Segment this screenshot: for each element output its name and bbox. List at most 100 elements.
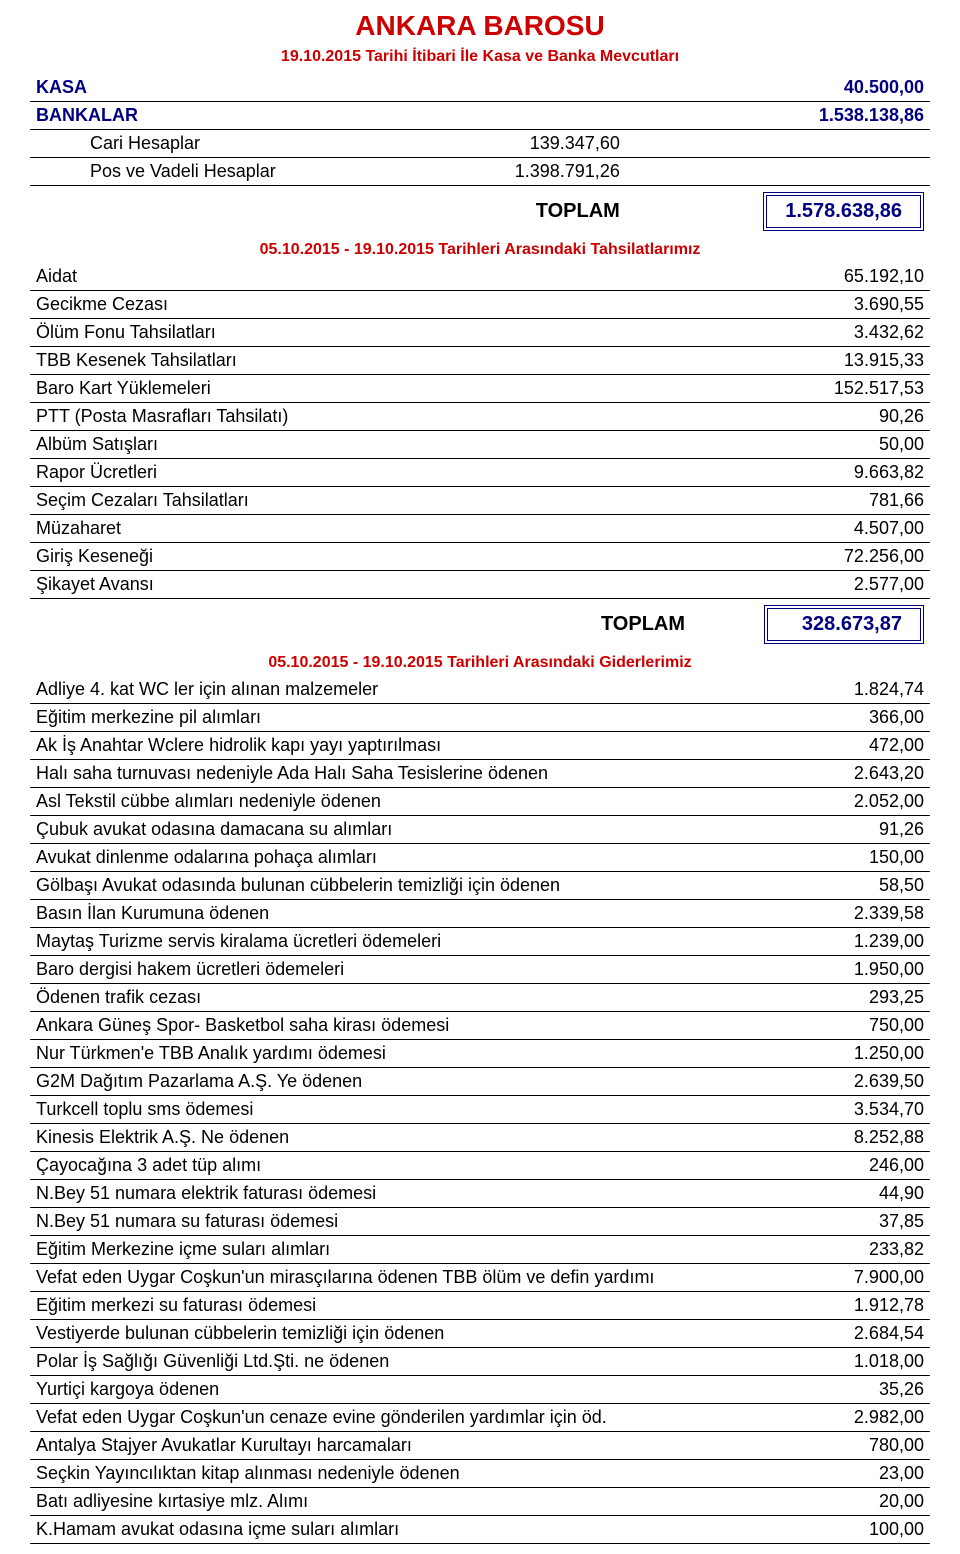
row-label: Nur Türkmen'e TBB Analık yardımı ödemesi bbox=[30, 1040, 826, 1068]
row-value: 2.639,50 bbox=[826, 1068, 930, 1096]
row-label: Batı adliyesine kırtasiye mlz. Alımı bbox=[30, 1488, 826, 1516]
row-value: 13.915,33 bbox=[679, 347, 930, 375]
total-label: TOPLAM bbox=[570, 599, 725, 650]
collections-total-row: TOPLAM 328.673,87 bbox=[30, 599, 930, 650]
row-label: Giriş Keseneği bbox=[30, 543, 679, 571]
row-label: Polar İş Sağlığı Güvenliği Ltd.Şti. ne ö… bbox=[30, 1348, 826, 1376]
row-value: 139.347,60 bbox=[424, 130, 660, 158]
row-label: Ölüm Fonu Tahsilatları bbox=[30, 319, 679, 347]
row-label: Halı saha turnuvası nedeniyle Ada Halı S… bbox=[30, 760, 826, 788]
row-label: KASA bbox=[30, 74, 424, 102]
row-label: Ödenen trafik cezası bbox=[30, 984, 826, 1012]
table-row: N.Bey 51 numara elektrik faturası ödemes… bbox=[30, 1180, 930, 1208]
balances-table: KASA 40.500,00 BANKALAR 1.538.138,86 Car… bbox=[30, 74, 930, 237]
row-value: 781,66 bbox=[679, 487, 930, 515]
table-row: Halı saha turnuvası nedeniyle Ada Halı S… bbox=[30, 760, 930, 788]
row-value: 2.339,58 bbox=[826, 900, 930, 928]
table-row: Polar İş Sağlığı Güvenliği Ltd.Şti. ne ö… bbox=[30, 1348, 930, 1376]
table-row: G2M Dağıtım Pazarlama A.Ş. Ye ödenen2.63… bbox=[30, 1068, 930, 1096]
row-label: Aidat bbox=[30, 263, 679, 291]
table-row: Müzaharet4.507,00 bbox=[30, 515, 930, 543]
table-row: Basın İlan Kurumuna ödenen2.339,58 bbox=[30, 900, 930, 928]
row-value: 1.912,78 bbox=[826, 1292, 930, 1320]
row-label: Turkcell toplu sms ödemesi bbox=[30, 1096, 826, 1124]
row-label: Şikayet Avansı bbox=[30, 571, 679, 599]
row-label: Çayocağına 3 adet tüp alımı bbox=[30, 1152, 826, 1180]
row-label: Pos ve Vadeli Hesaplar bbox=[30, 158, 424, 186]
row-value: 246,00 bbox=[826, 1152, 930, 1180]
row-label: N.Bey 51 numara elektrik faturası ödemes… bbox=[30, 1180, 826, 1208]
table-row: Cari Hesaplar 139.347,60 bbox=[30, 130, 930, 158]
row-value: 1.824,74 bbox=[826, 676, 930, 704]
total-value: 328.673,87 bbox=[764, 605, 924, 644]
row-label: Seçim Cezaları Tahsilatları bbox=[30, 487, 679, 515]
row-label: Seçkin Yayıncılıktan kitap alınması nede… bbox=[30, 1460, 826, 1488]
row-value: 40.500,00 bbox=[660, 74, 930, 102]
row-value: 1.398.791,26 bbox=[424, 158, 660, 186]
table-row: KASA 40.500,00 bbox=[30, 74, 930, 102]
row-value: 2.982,00 bbox=[826, 1404, 930, 1432]
row-label: Eğitim Merkezine içme suları alımları bbox=[30, 1236, 826, 1264]
row-value: 100,00 bbox=[826, 1516, 930, 1544]
row-value: 3.690,55 bbox=[679, 291, 930, 319]
row-label: BANKALAR bbox=[30, 102, 424, 130]
row-label: Eğitim merkezi su faturası ödemesi bbox=[30, 1292, 826, 1320]
row-label: N.Bey 51 numara su faturası ödemesi bbox=[30, 1208, 826, 1236]
row-label: Baro Kart Yüklemeleri bbox=[30, 375, 679, 403]
row-value: 37,85 bbox=[826, 1208, 930, 1236]
table-row: Ankara Güneş Spor- Basketbol saha kirası… bbox=[30, 1012, 930, 1040]
table-row: Nur Türkmen'e TBB Analık yardımı ödemesi… bbox=[30, 1040, 930, 1068]
table-row: K.Hamam avukat odasına içme suları alıml… bbox=[30, 1516, 930, 1544]
row-label: Vefat eden Uygar Coşkun'un mirasçılarına… bbox=[30, 1264, 826, 1292]
table-row: Vestiyerde bulunan cübbelerin temizliği … bbox=[30, 1320, 930, 1348]
row-label: Vestiyerde bulunan cübbelerin temizliği … bbox=[30, 1320, 826, 1348]
row-value: 780,00 bbox=[826, 1432, 930, 1460]
table-row: Vefat eden Uygar Coşkun'un cenaze evine … bbox=[30, 1404, 930, 1432]
row-value: 1.950,00 bbox=[826, 956, 930, 984]
table-row: Gecikme Cezası3.690,55 bbox=[30, 291, 930, 319]
row-value: 2.684,54 bbox=[826, 1320, 930, 1348]
table-row: Giriş Keseneği72.256,00 bbox=[30, 543, 930, 571]
table-row: TBB Kesenek Tahsilatları13.915,33 bbox=[30, 347, 930, 375]
expenses-table: Adliye 4. kat WC ler için alınan malzeme… bbox=[30, 676, 930, 1544]
table-row: Batı adliyesine kırtasiye mlz. Alımı20,0… bbox=[30, 1488, 930, 1516]
row-value: 150,00 bbox=[826, 844, 930, 872]
row-label: K.Hamam avukat odasına içme suları alıml… bbox=[30, 1516, 826, 1544]
row-label: Ankara Güneş Spor- Basketbol saha kirası… bbox=[30, 1012, 826, 1040]
row-value: 233,82 bbox=[826, 1236, 930, 1264]
row-value: 58,50 bbox=[826, 872, 930, 900]
row-value: 366,00 bbox=[826, 704, 930, 732]
table-row: Kinesis Elektrik A.Ş. Ne ödenen8.252,88 bbox=[30, 1124, 930, 1152]
table-row: Baro dergisi hakem ücretleri ödemeleri1.… bbox=[30, 956, 930, 984]
table-row: Seçkin Yayıncılıktan kitap alınması nede… bbox=[30, 1460, 930, 1488]
row-value: 23,00 bbox=[826, 1460, 930, 1488]
collections-table: Aidat65.192,10Gecikme Cezası3.690,55Ölüm… bbox=[30, 263, 930, 599]
table-row: PTT (Posta Masrafları Tahsilatı)90,26 bbox=[30, 403, 930, 431]
row-label: Basın İlan Kurumuna ödenen bbox=[30, 900, 826, 928]
row-value: 293,25 bbox=[826, 984, 930, 1012]
row-label: TBB Kesenek Tahsilatları bbox=[30, 347, 679, 375]
row-value: 3.534,70 bbox=[826, 1096, 930, 1124]
table-row: Yurtiçi kargoya ödenen35,26 bbox=[30, 1376, 930, 1404]
row-label: Cari Hesaplar bbox=[30, 130, 424, 158]
row-label: Avukat dinlenme odalarına pohaça alımlar… bbox=[30, 844, 826, 872]
table-row: N.Bey 51 numara su faturası ödemesi37,85 bbox=[30, 1208, 930, 1236]
table-row: Şikayet Avansı2.577,00 bbox=[30, 571, 930, 599]
row-label: PTT (Posta Masrafları Tahsilatı) bbox=[30, 403, 679, 431]
row-value: 9.663,82 bbox=[679, 459, 930, 487]
row-label: Müzaharet bbox=[30, 515, 679, 543]
collections-total-table: TOPLAM 328.673,87 bbox=[30, 599, 930, 650]
table-row: Turkcell toplu sms ödemesi3.534,70 bbox=[30, 1096, 930, 1124]
row-value: 65.192,10 bbox=[679, 263, 930, 291]
row-label: Vefat eden Uygar Coşkun'un cenaze evine … bbox=[30, 1404, 826, 1432]
row-label: Çubuk avukat odasına damacana su alımlar… bbox=[30, 816, 826, 844]
table-row: Adliye 4. kat WC ler için alınan malzeme… bbox=[30, 676, 930, 704]
table-row: Asl Tekstil cübbe alımları nedeniyle öde… bbox=[30, 788, 930, 816]
table-row: Ak İş Anahtar Wclere hidrolik kapı yayı … bbox=[30, 732, 930, 760]
expenses-header: 05.10.2015 - 19.10.2015 Tarihleri Arasın… bbox=[30, 650, 930, 676]
table-row: Seçim Cezaları Tahsilatları781,66 bbox=[30, 487, 930, 515]
table-row: Baro Kart Yüklemeleri152.517,53 bbox=[30, 375, 930, 403]
page-subtitle: 19.10.2015 Tarihi İtibari İle Kasa ve Ba… bbox=[30, 48, 930, 66]
row-label: G2M Dağıtım Pazarlama A.Ş. Ye ödenen bbox=[30, 1068, 826, 1096]
table-row: Ölüm Fonu Tahsilatları3.432,62 bbox=[30, 319, 930, 347]
